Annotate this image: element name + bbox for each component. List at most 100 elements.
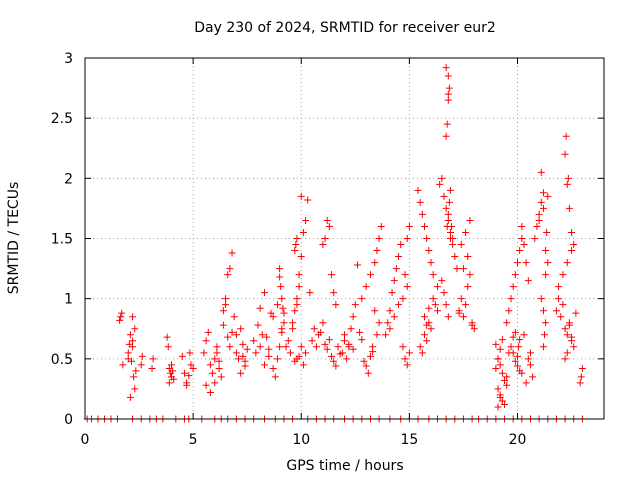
data-point	[522, 379, 530, 387]
data-point	[442, 132, 450, 140]
data-point	[561, 150, 569, 158]
data-point	[464, 253, 472, 261]
y-tick-label: 0.5	[51, 352, 73, 368]
data-point	[537, 168, 545, 176]
data-point	[443, 120, 451, 128]
data-point	[276, 273, 284, 281]
data-point	[529, 373, 537, 381]
data-point	[496, 361, 504, 369]
data-point	[293, 301, 301, 309]
data-point	[498, 397, 506, 405]
data-point	[425, 247, 433, 255]
data-point	[448, 222, 456, 230]
data-point	[117, 313, 125, 321]
data-point	[568, 228, 576, 236]
data-point	[470, 325, 478, 333]
data-point	[524, 277, 532, 285]
data-point	[353, 261, 361, 269]
data-point	[543, 228, 551, 236]
data-point	[511, 357, 519, 365]
data-point	[468, 321, 476, 329]
data-point	[503, 373, 511, 381]
data-point	[164, 343, 172, 351]
data-point	[535, 216, 543, 224]
data-point	[204, 328, 212, 336]
data-point	[390, 313, 398, 321]
data-point	[362, 362, 370, 370]
data-point	[442, 64, 450, 72]
data-point	[449, 235, 457, 242]
data-point	[514, 259, 521, 267]
data-point	[466, 271, 474, 279]
data-point	[433, 283, 441, 291]
data-point	[405, 222, 413, 230]
data-point	[572, 309, 580, 317]
data-point	[449, 241, 457, 249]
data-point	[509, 349, 517, 357]
data-point	[518, 222, 526, 230]
data-point	[431, 301, 439, 309]
data-point	[310, 325, 318, 333]
data-point	[230, 313, 238, 321]
data-point	[505, 307, 513, 315]
data-point	[544, 192, 552, 200]
data-point	[265, 345, 273, 353]
data-point	[382, 331, 390, 339]
data-point	[531, 235, 539, 242]
data-point	[457, 241, 465, 249]
data-point	[375, 319, 383, 327]
data-point	[254, 321, 262, 329]
data-point	[349, 313, 357, 321]
data-point	[395, 301, 403, 309]
data-point	[237, 325, 245, 333]
data-point	[256, 304, 264, 312]
data-point	[325, 336, 333, 344]
data-point	[498, 336, 506, 344]
data-point	[276, 343, 284, 351]
data-points	[83, 64, 586, 423]
data-point	[455, 309, 463, 317]
data-point	[280, 309, 288, 317]
data-point	[514, 362, 521, 370]
data-point	[446, 228, 454, 236]
data-point	[304, 196, 312, 204]
data-point	[328, 352, 336, 360]
data-point	[503, 319, 511, 327]
data-point	[206, 389, 214, 397]
data-point	[403, 283, 411, 291]
data-point	[444, 96, 452, 104]
data-point	[185, 372, 193, 380]
data-point	[539, 204, 547, 212]
data-point	[302, 349, 310, 357]
data-point	[501, 401, 509, 409]
data-point	[130, 373, 138, 381]
data-point	[263, 333, 271, 341]
data-point	[321, 235, 329, 242]
data-point	[124, 349, 132, 357]
data-point	[462, 228, 470, 236]
data-point	[328, 271, 336, 279]
data-point	[522, 259, 530, 267]
data-point	[293, 235, 301, 242]
data-point	[403, 235, 411, 242]
data-point	[375, 235, 383, 242]
data-point	[341, 331, 348, 339]
data-point	[555, 295, 563, 303]
chart-title: Day 230 of 2024, SRMTID for receiver eur…	[194, 20, 496, 36]
data-point	[399, 343, 407, 351]
data-point	[418, 349, 426, 357]
data-point	[459, 313, 467, 321]
y-tick-label: 1	[64, 292, 73, 308]
data-point	[292, 241, 300, 249]
data-point	[444, 216, 452, 224]
data-point	[511, 271, 519, 279]
data-point	[186, 349, 194, 357]
data-point	[563, 180, 571, 188]
data-point	[308, 337, 316, 345]
data-point	[509, 283, 517, 291]
data-point	[518, 235, 526, 242]
data-point	[165, 379, 173, 387]
data-point	[332, 301, 340, 309]
data-point	[445, 84, 453, 92]
data-point	[132, 367, 140, 375]
